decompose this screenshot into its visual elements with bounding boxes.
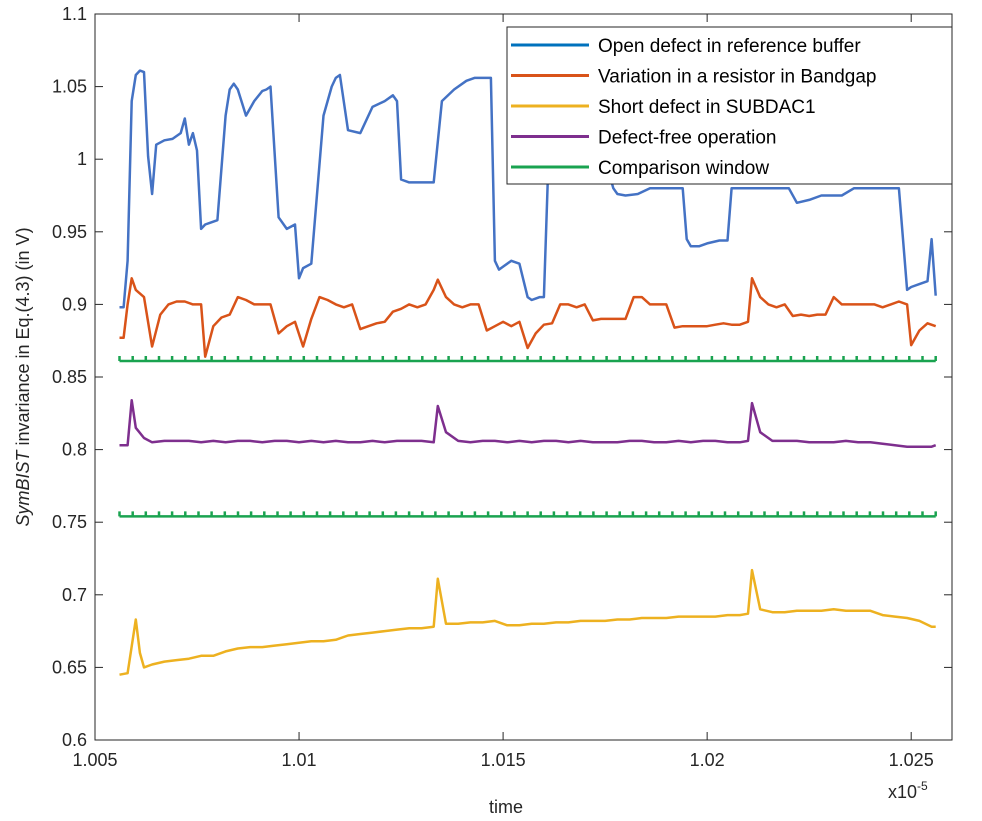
y-axis-label-italic: SymBIST [13, 449, 33, 527]
legend-items: Open defect in reference buffer Variation… [511, 36, 876, 179]
x-tick-label: 1.02 [690, 750, 725, 770]
y-axis-label: SymBIST invariance in Eq.(4.3) (in V) [13, 227, 33, 526]
y-tick-label: 0.75 [52, 512, 87, 532]
y-tick-label: 0.85 [52, 367, 87, 387]
y-tick-label: 0.95 [52, 222, 87, 242]
y-tick-label: 0.7 [62, 585, 87, 605]
series-line-short-defect-in-subdac1 [119, 568, 936, 676]
series-layer [118, 69, 937, 676]
x-axis-label: time [489, 797, 523, 817]
x-tick-label: 1.005 [72, 750, 117, 770]
y-tick-label: 0.65 [52, 657, 87, 677]
x-tick-label: 1.01 [282, 750, 317, 770]
y-tick-labels: 0.6 0.65 0.7 0.75 0.8 0.85 0.9 0.95 1 1.05 1.1 [52, 4, 87, 750]
plot-frame [94, 13, 953, 741]
y-axis-label-rest: invariance in Eq.(4.3) (in V) [13, 227, 33, 450]
y-tick-label: 0.8 [62, 440, 87, 460]
legend-label-short-defect-in-subdac1: Short defect in SUBDAC1 [598, 97, 816, 118]
legend-label-defect-free-operation: Defect-free operation [598, 128, 777, 149]
x-exponent-label: x10-5 [888, 779, 928, 802]
x-tick-label: 1.015 [481, 750, 526, 770]
x-exponent-base: x10 [888, 782, 917, 802]
x-exponent-sup: -5 [917, 779, 928, 793]
y-tick-label: 1 [77, 149, 87, 169]
series-line-open-defect-in-reference-buffer [119, 69, 937, 309]
y-tick-label: 1.1 [62, 4, 87, 24]
legend-label-variation-in-a-resistor-in-bandgap: Variation in a resistor in Bandgap [598, 67, 876, 88]
legend-label-open-defect-in-reference-buffer: Open defect in reference buffer [598, 36, 861, 57]
y-tick-label: 0.6 [62, 730, 87, 750]
y-tick-label: 0.9 [62, 294, 87, 314]
y-tick-label: 1.05 [52, 77, 87, 97]
x-tick-labels: 1.005 1.01 1.015 1.02 1.025 [72, 750, 933, 770]
comparison-window-upper-line [118, 356, 937, 363]
comparison-window-lower-line [118, 511, 937, 518]
x-tick-label: 1.025 [889, 750, 934, 770]
legend-label-comparison-window: Comparison window [598, 158, 769, 179]
series-line-defect-free-operation [119, 398, 937, 448]
series-line-variation-in-a-resistor-in-bandgap [119, 277, 937, 358]
legend: Open defect in reference buffer Variation… [506, 26, 953, 185]
